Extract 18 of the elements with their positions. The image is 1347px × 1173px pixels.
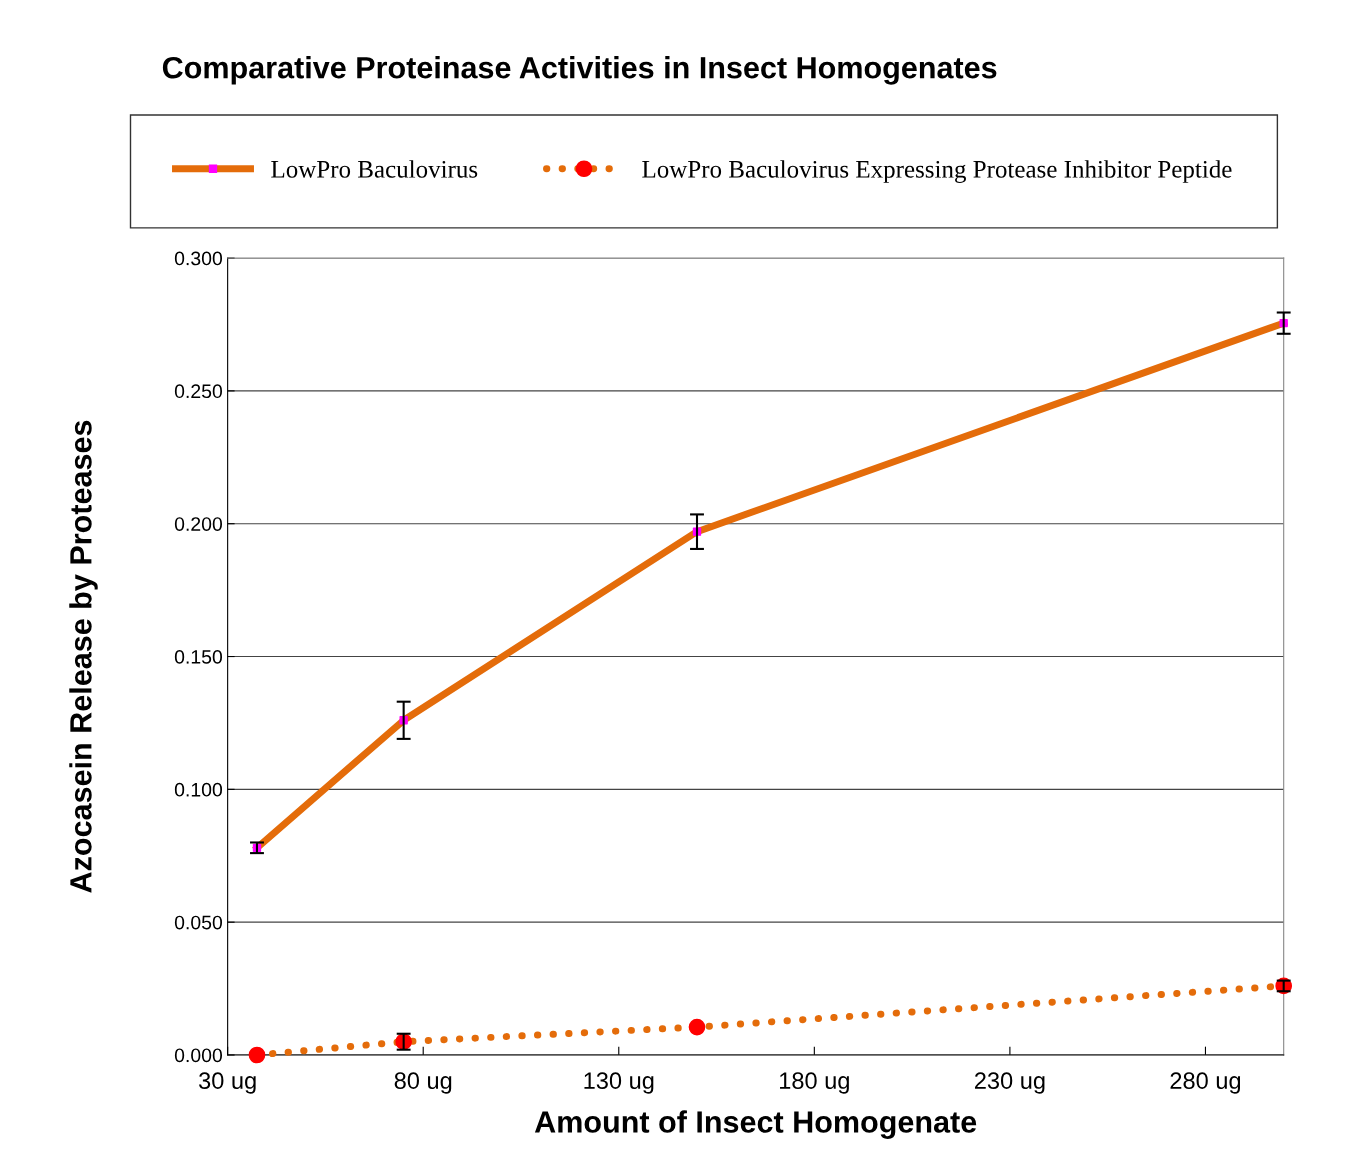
y-tick-label: 0.000 [174, 1048, 223, 1063]
x-tick-label: 30 ug [199, 1072, 256, 1094]
x-tick-label: 230 ug [974, 1072, 1045, 1094]
y-tick-label: 0.300 [174, 251, 223, 266]
legend-label: LowPro Baculovirus [271, 160, 478, 178]
x-tick-label: 280 ug [1170, 1072, 1241, 1094]
chart-title: Comparative Proteinase Activities in Insect Homogenates [162, 56, 997, 85]
y-tick-label: 0.200 [174, 517, 223, 531]
x-tick-label: 80 ug [394, 1072, 452, 1094]
x-tick-label: 130 ug [584, 1072, 654, 1094]
x-tick-label: 180 ug [780, 1072, 849, 1094]
y-axis-title: Azocasein Release by Proteases [69, 420, 98, 893]
legend-label: LowPro Baculovirus Expressing Protease Inhibitor Peptide [642, 160, 1232, 183]
x-axis-title: Amount of Insect Homogenate [534, 1110, 977, 1139]
y-tick-label: 0.100 [174, 782, 223, 797]
y-tick-label: 0.250 [174, 384, 223, 399]
y-tick-label: 0.050 [174, 915, 223, 930]
y-tick-label: 0.150 [174, 650, 223, 664]
